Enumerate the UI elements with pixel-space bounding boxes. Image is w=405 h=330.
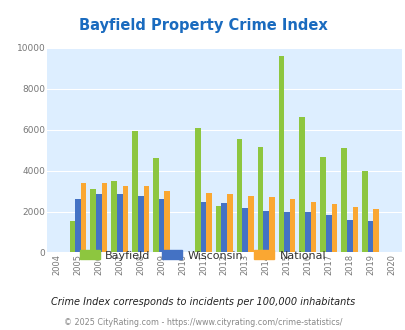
Bar: [90, 189, 96, 252]
Bar: [257, 147, 262, 252]
Text: Crime Index corresponds to incidents per 100,000 inhabitants: Crime Index corresponds to incidents per…: [51, 297, 354, 307]
Bar: [96, 194, 102, 252]
Bar: [221, 203, 226, 252]
Bar: [194, 128, 200, 252]
Bar: [247, 196, 253, 252]
Bar: [284, 212, 289, 252]
Text: Bayfield Property Crime Index: Bayfield Property Crime Index: [79, 18, 326, 33]
Bar: [310, 202, 315, 252]
Bar: [331, 204, 337, 252]
Text: © 2025 CityRating.com - https://www.cityrating.com/crime-statistics/: © 2025 CityRating.com - https://www.city…: [64, 318, 341, 327]
Bar: [75, 199, 81, 252]
Bar: [153, 158, 158, 252]
Bar: [236, 139, 242, 252]
Bar: [278, 56, 284, 252]
Bar: [289, 199, 295, 252]
Bar: [367, 221, 373, 252]
Bar: [304, 212, 310, 252]
Bar: [102, 183, 107, 252]
Bar: [81, 183, 86, 252]
Bar: [320, 157, 325, 252]
Bar: [299, 117, 304, 252]
Bar: [262, 211, 268, 252]
Bar: [206, 193, 211, 252]
Bar: [117, 194, 122, 252]
Bar: [122, 186, 128, 252]
Bar: [132, 131, 138, 252]
Bar: [215, 207, 221, 252]
Bar: [69, 221, 75, 252]
Bar: [325, 214, 331, 252]
Bar: [200, 202, 206, 252]
Bar: [164, 191, 170, 252]
Bar: [373, 210, 378, 252]
Bar: [143, 186, 149, 252]
Bar: [138, 196, 143, 252]
Legend: Bayfield, Wisconsin, National: Bayfield, Wisconsin, National: [75, 246, 330, 265]
Bar: [242, 209, 247, 252]
Bar: [346, 220, 352, 252]
Bar: [226, 194, 232, 252]
Bar: [352, 208, 357, 252]
Bar: [361, 171, 367, 252]
Bar: [340, 148, 346, 252]
Bar: [158, 199, 164, 252]
Bar: [111, 181, 117, 252]
Bar: [268, 197, 274, 252]
